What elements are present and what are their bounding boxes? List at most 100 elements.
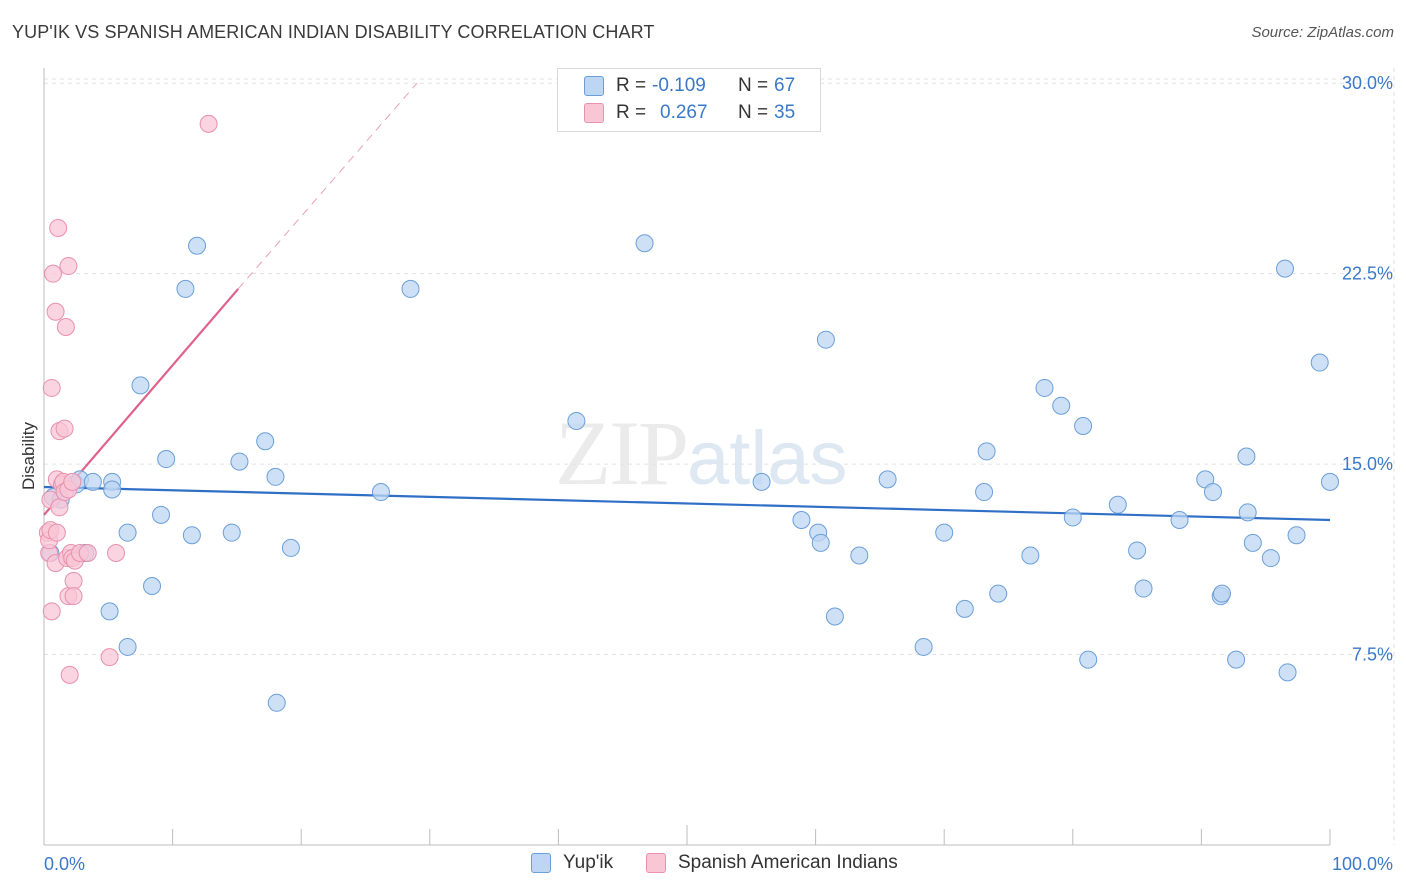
y-tick-label: 22.5% <box>1342 264 1393 284</box>
y-axis-label: Disability <box>19 421 38 490</box>
point-yupik <box>103 480 122 499</box>
point-spanish-american-indians <box>55 419 74 438</box>
legend-item-spanish-american-indians[interactable]: Spanish American Indians <box>646 852 898 874</box>
point-yupik <box>256 432 275 451</box>
legend-n-label: N = <box>738 102 769 123</box>
point-yupik <box>1212 584 1231 603</box>
point-yupik <box>1128 541 1147 560</box>
point-spanish-american-indians <box>42 378 61 397</box>
watermark: ZIPatlas <box>555 400 848 506</box>
point-spanish-american-indians <box>100 648 119 667</box>
point-spanish-american-indians <box>64 571 83 590</box>
point-yupik <box>152 505 171 524</box>
point-yupik <box>1134 579 1153 598</box>
point-spanish-american-indians <box>42 602 61 621</box>
point-yupik <box>143 577 162 595</box>
point-yupik <box>188 236 207 255</box>
legend-swatch-spanish-american-indians <box>584 103 604 123</box>
point-spanish-american-indians <box>199 114 218 133</box>
point-yupik <box>989 584 1008 603</box>
point-yupik <box>825 607 844 626</box>
point-yupik <box>1035 378 1054 397</box>
point-yupik <box>977 442 996 461</box>
y-tick-label: 30.0% <box>1342 73 1393 93</box>
y-tick-label: 7.5% <box>1352 645 1393 665</box>
point-spanish-american-indians <box>63 472 82 491</box>
legend-label-spanish-american-indians: Spanish American Indians <box>678 852 898 873</box>
point-yupik <box>635 234 654 253</box>
x-tick-label: 0.0% <box>44 854 85 874</box>
stats-legend: R = -0.109 N = 67 R = 0.267 N = 35 <box>557 68 821 132</box>
point-yupik <box>100 602 119 621</box>
point-yupik <box>792 510 811 529</box>
point-yupik <box>1108 495 1127 514</box>
point-spanish-american-indians <box>78 543 97 562</box>
point-spanish-american-indians <box>60 665 79 684</box>
legend-item-yupik[interactable]: Yup'ik <box>531 852 613 874</box>
point-yupik <box>935 523 954 542</box>
x-tick-label: 100.0% <box>1332 854 1393 874</box>
point-yupik <box>1170 510 1189 529</box>
point-yupik <box>118 637 137 656</box>
legend-n-value: 67 <box>774 75 796 96</box>
legend-r-value: -0.109 <box>652 75 706 96</box>
point-yupik <box>1237 447 1256 466</box>
point-yupik <box>1287 526 1306 545</box>
legend-n-value: 35 <box>774 102 796 123</box>
point-yupik <box>266 467 285 486</box>
label-layer: 7.5% 15.0% 22.5% 30.0% 0.0% 100.0% Disability <box>19 73 1393 874</box>
point-yupik <box>752 472 771 491</box>
point-spanish-american-indians <box>47 523 66 542</box>
point-spanish-american-indians <box>49 218 68 237</box>
points-layer <box>38 114 1339 712</box>
point-yupik <box>1278 663 1297 682</box>
legend-r-value: 0.267 <box>660 102 708 123</box>
legend-n-label: N = <box>738 75 769 96</box>
point-spanish-american-indians <box>44 264 63 283</box>
legend-row-spanish-american-indians: R = 0.267 N = 35 <box>584 101 795 125</box>
point-yupik <box>401 279 420 298</box>
point-yupik <box>281 538 300 557</box>
point-yupik <box>1063 508 1082 527</box>
point-yupik <box>1021 546 1040 565</box>
point-yupik <box>975 483 994 502</box>
point-spanish-american-indians <box>107 543 126 562</box>
point-yupik <box>1203 483 1222 502</box>
legend-swatch-yupik <box>531 853 551 873</box>
point-yupik <box>131 376 150 395</box>
point-yupik <box>1079 650 1098 669</box>
point-yupik <box>1310 353 1329 372</box>
legend-row-yupik: R = -0.109 N = 67 <box>584 74 795 98</box>
point-spanish-american-indians <box>50 498 69 517</box>
point-yupik <box>1074 417 1093 436</box>
point-yupik <box>267 693 286 712</box>
point-yupik <box>850 546 869 565</box>
legend-swatch-yupik <box>584 76 604 96</box>
series-legend: Yup'ik Spanish American Indians <box>0 852 1406 876</box>
point-yupik <box>1321 472 1339 491</box>
legend-r-label: R = <box>616 102 647 123</box>
point-yupik <box>878 470 897 489</box>
chart-title: YUP'IK VS SPANISH AMERICAN INDIAN DISABI… <box>12 22 655 42</box>
point-yupik <box>118 523 137 542</box>
point-yupik <box>230 452 249 471</box>
point-yupik <box>1243 533 1262 552</box>
point-yupik <box>816 330 835 349</box>
point-yupik <box>1227 650 1246 669</box>
trend-line-yupik <box>43 485 1331 522</box>
legend-label-yupik: Yup'ik <box>563 852 614 873</box>
point-spanish-american-indians <box>46 302 65 321</box>
y-tick-label: 15.0% <box>1342 454 1393 474</box>
point-yupik <box>955 599 974 618</box>
point-yupik <box>567 411 586 430</box>
point-yupik <box>1052 396 1071 415</box>
point-spanish-american-indians <box>56 318 75 336</box>
point-spanish-american-indians <box>64 587 83 606</box>
point-yupik <box>1275 259 1294 278</box>
point-yupik <box>914 637 933 656</box>
point-yupik <box>222 523 241 542</box>
point-yupik <box>1238 503 1257 522</box>
point-yupik <box>83 472 102 491</box>
point-yupik <box>176 279 195 298</box>
point-yupik <box>811 533 830 552</box>
